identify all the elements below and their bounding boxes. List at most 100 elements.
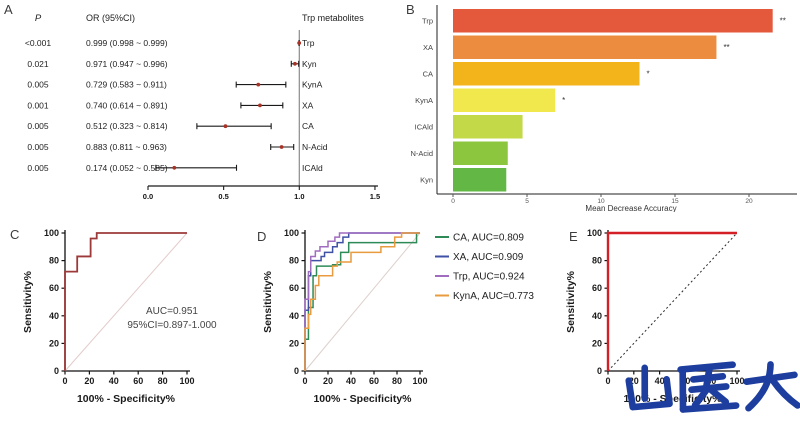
bar-KynA [453,88,556,112]
panel-label-e: E [569,229,578,244]
diagonal-reference-line [64,232,188,372]
panel-label-c: C [10,227,20,242]
metabolite-label: KynA [302,80,323,90]
roc-curve-C [64,232,187,371]
y-axis-title: Sensitivity% [22,270,34,333]
x-tick-label: 1.0 [294,192,304,201]
x-tick-label: 20 [629,376,639,386]
bar-XA [453,35,717,59]
or-point [293,61,297,66]
x-tick-label: 80 [706,376,716,386]
x-tick-label: 80 [392,376,402,386]
bar-chart-svg: Trp ** XA ** CA * KynA * ICAld N-Acid Kyn 0 5 10 15 20 M… [410,5,797,212]
or-ci-text: 0.883 (0.811 ~ 0.963) [86,142,167,152]
roc-curve-Trp [304,232,420,371]
p-value: <0.001 [25,38,52,48]
y-tick-label: 80 [289,256,299,266]
bar-label-CA: CA [423,69,433,78]
col-header-p: P [35,13,42,24]
y-tick-label: 100 [284,228,299,238]
x-tick-label: 0 [605,376,610,386]
diagonal-reference-line [304,232,421,372]
metabolite-label: Kyn [302,59,317,69]
x-tick-label: 0.0 [143,192,153,201]
roc-chart-c: 0 0 20 20 40 40 60 60 80 80 100 100 100% - Specifici… [0,213,255,425]
x-tick-label: 1.5 [370,192,380,201]
sig-marker-KynA: * [562,96,565,105]
roc-chart-d: 0 0 20 20 40 40 60 60 80 80 100 100 100% - Specifici… [255,213,565,425]
col-header-or: OR (95%CI) [86,13,135,23]
p-value: 0.005 [27,80,49,90]
x-tick-label: 100 [412,376,427,386]
or-ci-text: 0.999 (0.998 ~ 0.999) [86,38,168,48]
y-tick-label: 0 [54,366,59,376]
y-tick-label: 0 [597,366,602,376]
bar-CA [453,62,640,86]
y-tick-label: 40 [592,311,602,321]
bar-label-KynA: KynA [415,96,433,105]
panel-b-bar-chart: B Trp ** XA ** CA * KynA * ICAld N-Acid Kyn 0 5 10 15 2… [398,0,800,212]
x-tick-label: 20 [745,198,753,205]
y-tick-label: 100 [587,228,602,238]
x-tick-label: 40 [109,376,119,386]
diagonal-reference-line [607,232,738,372]
y-tick-label: 20 [592,338,602,348]
col-header-metabolites: Trp metabolites [302,13,364,23]
x-tick-label: 100 [729,376,744,386]
y-axis-title: Sensitivity% [565,270,577,333]
metabolite-label: ICAld [302,163,323,173]
or-point [258,103,262,108]
x-tick-label: 15 [671,198,679,205]
x-tick-label: 10 [597,198,605,205]
auc-annotation: 95%CI=0.897-1.000 [127,320,217,331]
watermark [623,353,800,425]
bar-N-Acid [453,141,508,165]
x-tick-label: 0 [302,376,307,386]
x-tick-label: 80 [158,376,168,386]
metabolite-label: CA [302,121,314,131]
y-tick-label: 60 [289,283,299,293]
or-ci-text: 0.512 (0.323 ~ 0.814) [86,121,168,131]
y-tick-label: 100 [44,228,59,238]
y-tick-label: 0 [294,366,299,376]
or-ci-text: 0.174 (0.052 ~ 0.585) [86,163,168,173]
bar-label-XA: XA [423,43,433,52]
sig-marker-Trp: ** [780,16,786,25]
metabolite-label: Trp [302,38,315,48]
sig-marker-XA: ** [723,43,729,52]
p-value: 0.005 [27,142,49,152]
or-point [297,41,302,45]
p-value: 0.021 [27,59,49,69]
y-tick-label: 60 [49,283,59,293]
p-value: 0.001 [27,100,49,110]
x-tick-label: 40 [346,376,356,386]
bar-Kyn [453,168,507,192]
bar-label-Trp: Trp [422,16,433,25]
legend-label-CA: CA, AUC=0.809 [453,233,524,244]
x-tick-label: 20 [84,376,94,386]
auc-annotation: AUC=0.951 [146,306,198,317]
or-ci-text: 0.971 (0.947 ~ 0.996) [86,59,168,69]
x-tick-label: 5 [525,198,529,205]
x-axis-title: 100% - Specificity% [77,393,176,405]
x-tick-label: 0 [451,198,455,205]
roc-curve-KynA [304,232,420,371]
y-tick-label: 40 [289,311,299,321]
y-tick-label: 80 [592,256,602,266]
bar-Trp [453,9,773,33]
bar-label-N-Acid: N-Acid [410,149,433,158]
y-tick-label: 20 [49,338,59,348]
or-ci-text: 0.740 (0.614 ~ 0.891) [86,100,168,110]
or-point [256,82,261,87]
x-axis-title: 100% - Specificity% [313,393,412,405]
x-tick-label: 40 [655,376,665,386]
legend-label-KynA: KynA, AUC=0.773 [453,291,534,302]
bar-chart: Trp ** XA ** CA * KynA * ICAld N-Acid Kyn 0 5 10 15 20 M… [398,0,800,212]
or-point [172,165,177,170]
p-value: 0.005 [27,121,49,131]
x-tick-label: 0 [62,376,67,386]
y-axis-title: Sensitivity% [262,270,274,333]
